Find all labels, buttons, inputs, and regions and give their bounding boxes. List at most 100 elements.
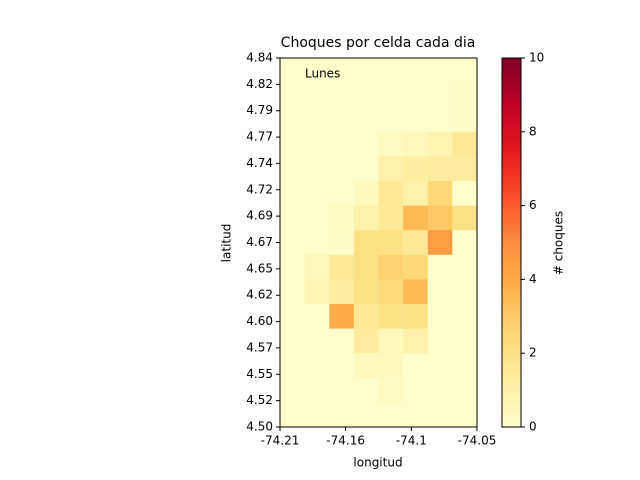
heatmap-cell: [452, 107, 478, 133]
colorbar: [501, 57, 522, 428]
heatmap-cell: [304, 377, 330, 403]
heatmap-cell: [403, 230, 429, 256]
x-tick-label: -74.16: [326, 434, 365, 448]
heatmap-cell: [378, 254, 404, 280]
y-tick-label: 4.52: [246, 393, 273, 407]
heatmap-cell: [403, 107, 429, 133]
heatmap-cell: [304, 230, 330, 256]
y-axis-label: latitud: [220, 224, 234, 263]
heatmap-cell: [304, 304, 330, 329]
heatmap-cell: [403, 304, 429, 329]
heatmap-cell: [304, 328, 330, 354]
heatmap-cell: [378, 58, 404, 83]
heatmap-cell: [452, 304, 478, 329]
heatmap-cell: [280, 156, 305, 182]
heatmap-cell: [304, 156, 330, 182]
x-axis-label: longitud: [353, 456, 402, 470]
heatmap-cell: [427, 328, 453, 354]
heatmap-cell: [329, 230, 355, 256]
colorbar-label: # choques: [552, 211, 566, 275]
heatmap-cell: [452, 82, 478, 108]
y-tick-label: 4.74: [246, 156, 273, 170]
heatmap-cell: [427, 205, 453, 231]
heatmap-cell: [329, 377, 355, 403]
heatmap-cell: [304, 131, 330, 157]
heatmap-cell: [353, 254, 379, 280]
heatmap-cell: [378, 402, 404, 428]
colorbar-tick-label: 6: [529, 198, 537, 212]
heatmap-cell: [329, 254, 355, 280]
heatmap-cell: [329, 107, 355, 133]
heatmap-cell: [452, 181, 478, 206]
heatmap-cell: [353, 304, 379, 329]
colorbar-tick-label: 10: [529, 51, 544, 65]
y-tick-label: 4.69: [246, 209, 273, 223]
heatmap-cell: [329, 156, 355, 182]
heatmap-cell: [378, 156, 404, 182]
heatmap-cell: [378, 304, 404, 329]
heatmap-cell: [403, 353, 429, 379]
y-tick-label: 4.62: [246, 288, 273, 302]
heatmap-cell: [280, 205, 305, 231]
heatmap-cell: [452, 254, 478, 280]
heatmap-cell: [353, 156, 379, 182]
heatmap-cell: [452, 279, 478, 305]
heatmap-cell: [280, 181, 305, 206]
heatmap-cell: [403, 181, 429, 206]
heatmap-cell: [427, 279, 453, 305]
heatmap-cell: [403, 402, 429, 428]
heatmap-cell: [280, 254, 305, 280]
heatmap-cell: [427, 230, 453, 256]
heatmap-cell: [403, 156, 429, 182]
heatmap-cell: [452, 205, 478, 231]
heatmap-cell: [304, 205, 330, 231]
heatmap-cell: [280, 131, 305, 157]
heatmap-cell: [403, 131, 429, 157]
heatmap-cell: [304, 181, 330, 206]
y-tick-label: 4.65: [246, 261, 273, 275]
heatmap-cell: [452, 328, 478, 354]
x-tick-label: -74.21: [261, 434, 300, 448]
heatmap-cell: [403, 205, 429, 231]
heatmap-cell: [427, 181, 453, 206]
heatmap-cell: [403, 328, 429, 354]
colorbar-tick-label: 2: [529, 346, 537, 360]
heatmap-cell: [329, 181, 355, 206]
heatmap-cell: [304, 353, 330, 379]
heatmap-cell: [280, 328, 305, 354]
heatmap-cell: [427, 402, 453, 428]
heatmap-cell: [427, 304, 453, 329]
heatmap-cell: [353, 205, 379, 231]
heatmap-cell: [280, 58, 305, 83]
heatmap-cell: [304, 279, 330, 305]
heatmap-cell: [452, 353, 478, 379]
heatmap-cell: [329, 328, 355, 354]
heatmap-cell: [403, 254, 429, 280]
y-tick-label: 4.77: [246, 130, 273, 144]
heatmap-cell: [280, 82, 305, 108]
heatmap-cell: [329, 82, 355, 108]
heatmap-cell: [378, 353, 404, 379]
heatmap-cell: [403, 82, 429, 108]
heatmap-cell: [353, 58, 379, 83]
heatmap-cell: [452, 377, 478, 403]
heatmap-cell: [353, 328, 379, 354]
heatmap-cell: [280, 279, 305, 305]
heatmap-cell: [353, 181, 379, 206]
heatmap-cell: [378, 107, 404, 133]
heatmap-cell: [452, 156, 478, 182]
heatmap-cell: [427, 377, 453, 403]
heatmap-cell: [378, 205, 404, 231]
heatmap-cell: [329, 353, 355, 379]
heatmap-cell: [280, 353, 305, 379]
heatmap-cell: [280, 230, 305, 256]
annotation: Lunes: [305, 67, 340, 81]
heatmap-cell: [280, 402, 305, 428]
heatmap-cell: [427, 107, 453, 133]
heatmap-cell: [353, 107, 379, 133]
y-tick-label: 4.55: [246, 367, 273, 381]
heatmap-cell: [378, 279, 404, 305]
heatmap-cell: [378, 377, 404, 403]
y-tick-label: 4.57: [246, 340, 273, 354]
